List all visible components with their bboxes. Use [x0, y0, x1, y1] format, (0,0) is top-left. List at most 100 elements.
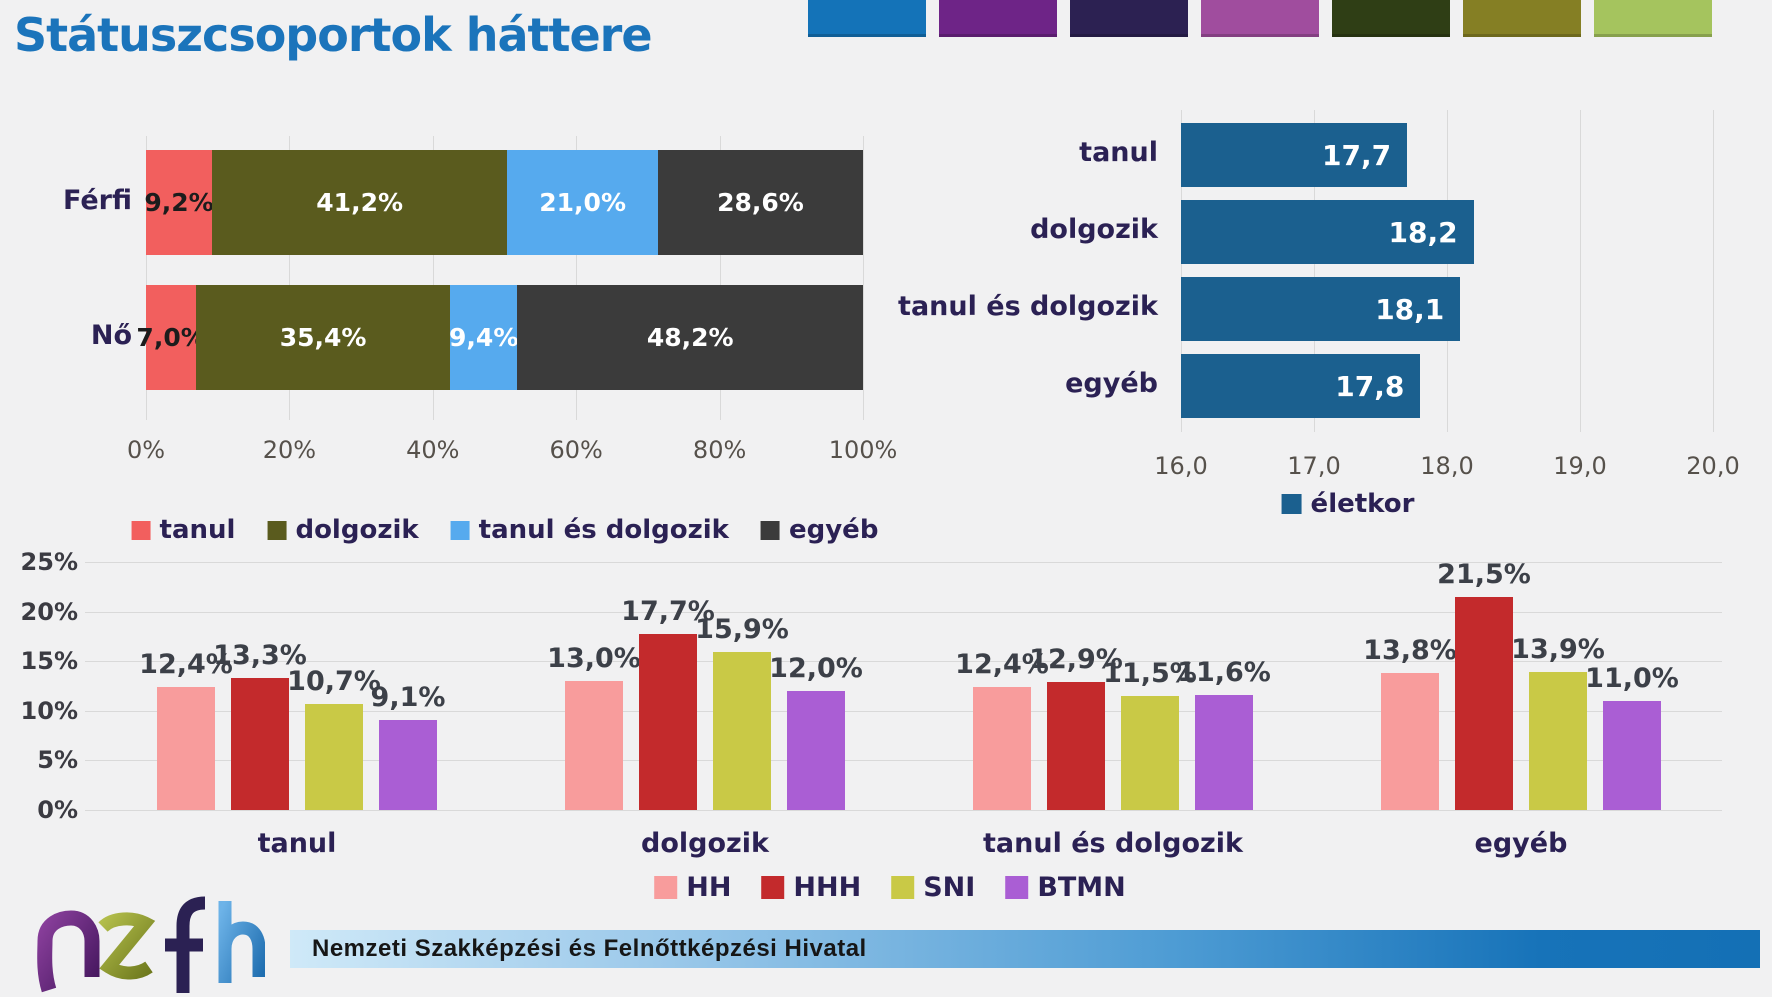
legend-item-dolgozik: dolgozik [267, 515, 419, 545]
legend-label: tanul [159, 515, 236, 545]
gridline-v [432, 136, 434, 420]
legend-label: tanul és dolgozik [478, 515, 729, 545]
legend-label: dolgozik [295, 515, 419, 545]
value-label-HHH-tanul és dolgozik: 12,9% [1029, 644, 1123, 676]
bar-HHH-tanul [231, 678, 289, 810]
x-tick-label: 60% [549, 436, 603, 464]
age-bar-dolgozik: 18,2 [1181, 200, 1474, 264]
value-label-SNI-dolgozik: 15,9% [695, 614, 789, 646]
legend-label: BTMN [1037, 872, 1126, 903]
category-label-egyéb: egyéb [1065, 368, 1158, 399]
logo-letter-sz [98, 912, 156, 980]
value-label-SNI-tanul: 10,7% [287, 665, 381, 697]
org-name: Nemzeti Szakképzési és Felnőttképzési Hi… [312, 935, 867, 962]
y-tick-label: 15% [20, 647, 78, 676]
legend-swatch-életkor [1281, 494, 1302, 514]
legend-item-HH: HH [654, 872, 731, 903]
value-label-HH-dolgozik: 13,0% [547, 643, 641, 675]
legend-label: SNI [923, 872, 976, 903]
bar-HH-egyéb [1381, 673, 1439, 810]
legend-swatch-SNI [891, 876, 915, 899]
legend-swatch-tanul [131, 520, 151, 540]
bar-segment-dolgozik: 41,2% [211, 150, 508, 255]
bar-SNI-dolgozik [713, 652, 771, 810]
gridline-h [85, 810, 1722, 811]
theme-swatch-3 [1070, 0, 1188, 37]
category-label-egyéb: egyéb [1474, 828, 1568, 859]
bar-HH-tanul és dolgozik [973, 686, 1031, 810]
category-label-tanul: tanul [257, 828, 337, 859]
legend-status: tanul dolgozik tanul és dolgozik egyéb [131, 515, 879, 545]
gridline-h [85, 562, 1722, 563]
age-bar-tanul és dolgozik: 18,1 [1181, 277, 1461, 341]
nszfh-logo [37, 896, 265, 993]
bar-HH-dolgozik [565, 681, 623, 810]
gridline-v [719, 136, 721, 420]
bar-segment-tanul: 7,0% [136, 285, 206, 390]
category-label-tanul és dolgozik: tanul és dolgozik [898, 291, 1158, 322]
legend-swatch-dolgozik [267, 520, 287, 540]
x-tick-label: 17,0 [1287, 452, 1341, 480]
theme-swatch-4 [1201, 0, 1319, 37]
gridline-v [1447, 110, 1448, 432]
y-tick-label: 0% [37, 796, 78, 824]
legend-label: egyéb [788, 515, 879, 545]
gridline-h [85, 710, 1722, 712]
value-label-BTMN-egyéb: 11,0% [1585, 662, 1679, 694]
logo-letter-n [37, 910, 100, 993]
legend-label: HHH [793, 872, 862, 903]
x-tick-label: 80% [692, 436, 747, 464]
value-label-HHH-egyéb: 21,5% [1437, 558, 1531, 590]
legend-swatch-egyéb [760, 520, 780, 540]
age-bar-tanul: 17,7 [1181, 123, 1408, 187]
category-label-dolgozik: dolgozik [641, 828, 769, 859]
bar-HHH-dolgozik [639, 634, 697, 810]
bar-segment-tanul és dolgozik: 9,4% [449, 285, 518, 390]
gridline-h [85, 760, 1722, 762]
y-tick-label: 25% [20, 548, 78, 576]
x-tick-label: 100% [828, 436, 898, 464]
x-tick-label: 40% [406, 436, 460, 464]
legend-disadvantage: HH HHH SNI BTMN [654, 872, 1126, 903]
category-label-Nő: Nő [90, 319, 132, 351]
value-label-SNI-egyéb: 13,9% [1511, 634, 1605, 666]
y-tick-label: 10% [20, 696, 78, 725]
category-label-dolgozik: dolgozik [1030, 214, 1158, 245]
value-label-BTMN-tanul és dolgozik: 11,6% [1177, 656, 1271, 688]
legend-item-HHH: HHH [761, 872, 861, 903]
bar-BTMN-tanul [379, 719, 437, 810]
age-bar-egyéb: 17,8 [1181, 354, 1421, 418]
legend-item-egyéb: egyéb [760, 515, 879, 545]
gridline-h [85, 661, 1722, 663]
legend-swatch-HHH [761, 876, 785, 899]
legend-item-BTMN: BTMN [1005, 872, 1126, 903]
bar-HHH-tanul és dolgozik [1047, 682, 1105, 810]
bar-segment-egyéb: 48,2% [517, 285, 863, 390]
theme-swatch-2 [939, 0, 1057, 37]
bar-segment-dolgozik: 35,4% [196, 285, 450, 390]
x-tick-label: 18,0 [1420, 452, 1474, 480]
value-label-HH-tanul és dolgozik: 12,4% [955, 648, 1049, 680]
gridline-v [1314, 110, 1315, 432]
gridline-v [289, 136, 291, 420]
bar-segment-egyéb: 28,6% [657, 150, 863, 255]
theme-swatch-1 [808, 0, 926, 37]
value-label-HH-egyéb: 13,8% [1363, 635, 1457, 667]
x-tick-label: 20,0 [1686, 452, 1740, 480]
x-tick-label: 19,0 [1553, 452, 1607, 480]
bar-BTMN-egyéb [1603, 700, 1661, 810]
bar-SNI-tanul [305, 703, 363, 810]
bar-SNI-tanul és dolgozik [1121, 695, 1179, 810]
legend-item-életkor: életkor [1281, 489, 1414, 519]
y-tick-label: 20% [20, 597, 78, 626]
theme-swatch-6 [1463, 0, 1581, 37]
bar-BTMN-tanul és dolgozik [1195, 694, 1253, 810]
theme-swatch-7 [1594, 0, 1712, 37]
logo-letter-f [165, 896, 206, 993]
bar-SNI-egyéb [1529, 672, 1587, 810]
legend-label: HH [686, 872, 732, 903]
legend-swatch-HH [654, 876, 678, 899]
category-label-tanul és dolgozik: tanul és dolgozik [983, 828, 1243, 859]
legend-item-tanul: tanul [131, 515, 236, 545]
